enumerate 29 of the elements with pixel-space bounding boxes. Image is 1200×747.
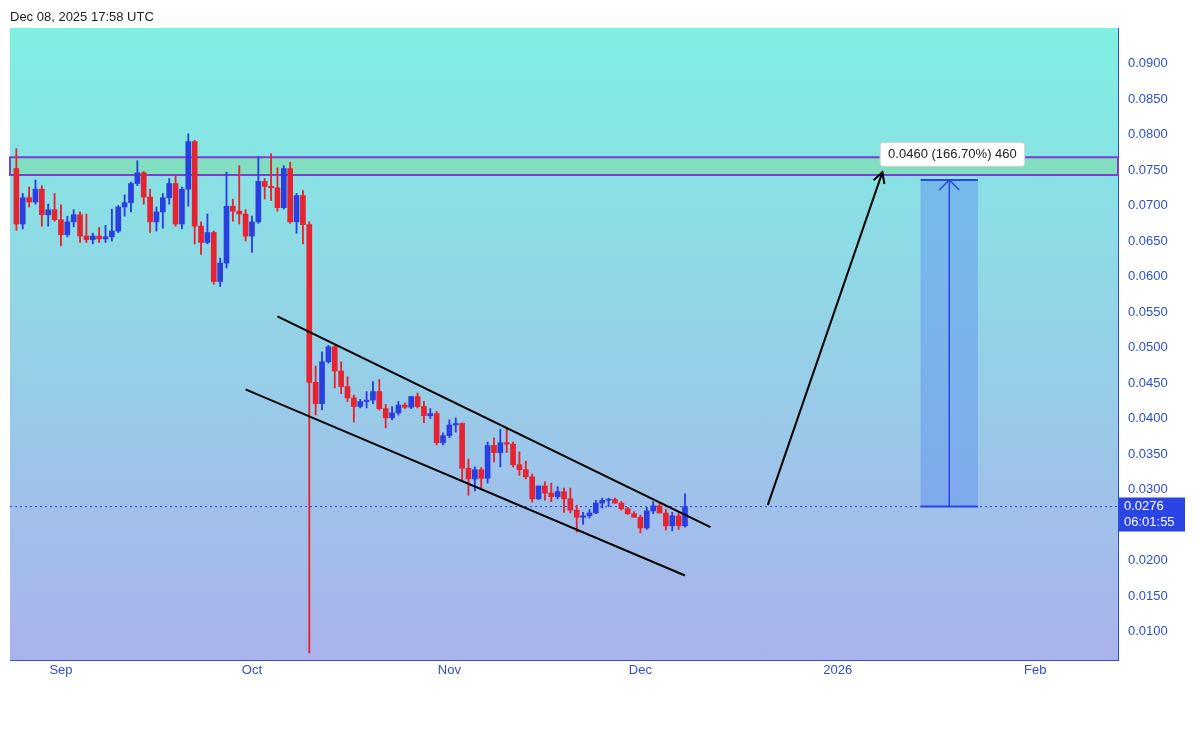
candlestick bbox=[96, 227, 102, 243]
y-tick-label: 0.0100 bbox=[1128, 623, 1168, 639]
y-tick-label: 0.0150 bbox=[1128, 587, 1168, 603]
x-tick-label: Oct bbox=[241, 662, 263, 678]
y-tick-label: 0.0400 bbox=[1128, 410, 1168, 426]
annotation: 0.0460 (166.70%) 460 bbox=[888, 145, 1017, 161]
text: 06:01:55 bbox=[1124, 514, 1175, 530]
y-tick-label: 0.0600 bbox=[1128, 268, 1168, 284]
y-tick-label: 0.0700 bbox=[1128, 197, 1168, 213]
y-tick-label: 0.0450 bbox=[1128, 374, 1168, 390]
y-tick-label: 0.0800 bbox=[1128, 126, 1168, 142]
y-tick-label: 0.0500 bbox=[1128, 339, 1168, 355]
y-tick-label: 0.0750 bbox=[1128, 161, 1168, 177]
y-tick-label: 0.0650 bbox=[1128, 232, 1168, 248]
y-tick-label: 0.0200 bbox=[1128, 552, 1168, 568]
candlestick bbox=[503, 428, 510, 453]
ref-line-label: 0.0276 bbox=[1124, 498, 1164, 514]
x-tick-label: Dec bbox=[628, 662, 653, 678]
x-tick-label: Feb bbox=[1024, 662, 1047, 678]
y-tick-label: 0.0900 bbox=[1128, 55, 1168, 71]
y-tick-label: 0.0550 bbox=[1128, 303, 1168, 319]
x-tick-label: Sep bbox=[49, 662, 73, 678]
y-tick-label: 0.0350 bbox=[1128, 445, 1168, 461]
y-tick-label: 0.0300 bbox=[1128, 481, 1168, 497]
x-tick-label: Nov bbox=[437, 662, 462, 678]
y-tick-label: 0.0850 bbox=[1128, 90, 1168, 106]
x-tick-label: 2026 bbox=[823, 662, 853, 678]
chart-title: Dec 08, 2025 17:58 UTC bbox=[10, 9, 154, 24]
candlestick bbox=[580, 511, 586, 525]
